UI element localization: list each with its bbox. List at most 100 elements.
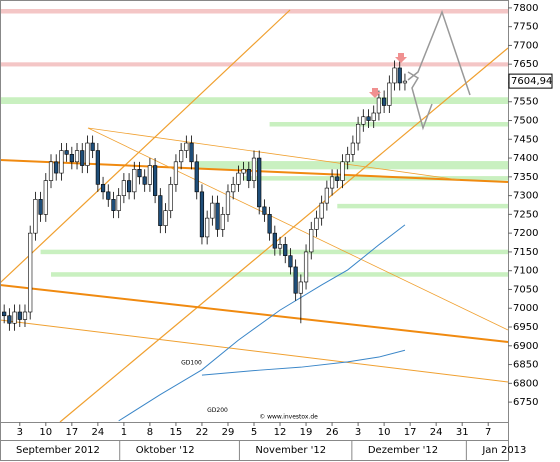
- candle-body: [199, 191, 205, 238]
- annotation: © www.investox.de: [259, 414, 318, 421]
- x-tick-label: 12: [274, 427, 287, 438]
- candle-body: [272, 232, 277, 249]
- candle-body: [106, 191, 111, 200]
- candle-body: [345, 154, 350, 163]
- candle-body: [95, 150, 100, 185]
- y-tick-label: 7050: [513, 284, 538, 295]
- trendline: [59, 47, 509, 423]
- candle-body: [43, 180, 48, 215]
- trendline: [0, 284, 509, 343]
- candle-body: [387, 82, 392, 106]
- candle-body: [309, 229, 314, 253]
- candle-body: [116, 195, 121, 211]
- candle-body: [184, 142, 189, 151]
- x-tick-label: 19: [300, 427, 313, 438]
- x-tick-label: 31: [456, 427, 469, 438]
- y-tick-label: 6850: [513, 360, 538, 371]
- candle-body: [262, 206, 267, 215]
- forecast-line: [407, 9, 471, 96]
- candle-body: [59, 150, 64, 174]
- y-tick-label: 7550: [513, 97, 538, 108]
- candle-body: [361, 116, 366, 125]
- candle-body: [355, 123, 361, 144]
- zone: [0, 9, 508, 14]
- candle-body: [74, 150, 80, 163]
- candle-body: [54, 161, 59, 174]
- x-tick-label: 3: [17, 427, 23, 438]
- forecast: [407, 9, 471, 131]
- candle-body: [194, 161, 199, 193]
- month-label: Jan 2013: [481, 445, 526, 456]
- candle-body: [153, 165, 158, 196]
- trendline: [0, 319, 509, 383]
- x-tick-label: 10: [378, 427, 391, 438]
- zone: [40, 249, 509, 255]
- x-tick-label: 26: [326, 427, 339, 438]
- last-price-label: 7604,94: [511, 76, 552, 87]
- candle-body: [335, 176, 340, 181]
- trendline: [87, 127, 461, 181]
- candle-body: [350, 142, 355, 155]
- candle-body: [329, 176, 335, 189]
- zone: [0, 97, 508, 104]
- candle-body: [38, 199, 43, 215]
- moving-average: [201, 349, 406, 376]
- y-tick-label: 7450: [513, 134, 538, 145]
- x-tick-label: 17: [404, 427, 417, 438]
- candle-body: [12, 311, 17, 324]
- candle-body: [158, 195, 163, 226]
- candle-body: [80, 150, 85, 166]
- y-tick-label: 7100: [513, 266, 538, 277]
- candle-body: [392, 67, 397, 84]
- candle-body: [257, 157, 262, 208]
- moving-average: [118, 224, 406, 422]
- y-tick-label: 7750: [513, 22, 538, 33]
- candle-body: [90, 142, 95, 151]
- candle-body: [241, 169, 246, 174]
- candle-body: [7, 315, 12, 324]
- zone: [337, 203, 508, 209]
- candle-body: [319, 202, 324, 219]
- y-tick-label: 7250: [513, 209, 538, 220]
- candle-body: [371, 112, 376, 121]
- candle-body: [402, 80, 408, 84]
- candle-body: [277, 244, 283, 249]
- candle-body: [215, 202, 220, 230]
- x-tick-label: 7: [485, 427, 491, 438]
- candle-body: [340, 161, 345, 181]
- annotation: GD100: [181, 360, 202, 367]
- y-tick-label: 6950: [513, 322, 538, 333]
- last-price-box: [508, 73, 553, 89]
- candle-body: [382, 97, 387, 106]
- candle-body: [111, 199, 116, 211]
- candle-body: [126, 180, 132, 193]
- candle-body: [132, 169, 137, 193]
- candle-body: [28, 232, 33, 313]
- x-tick-label: 1: [121, 427, 127, 438]
- candle-body: [283, 244, 288, 256]
- month-label: Oktober '12: [136, 445, 195, 456]
- candle-body: [189, 142, 194, 163]
- candle-body: [314, 217, 319, 230]
- y-tick-label: 7500: [513, 116, 538, 127]
- arrow: [369, 88, 381, 98]
- x-tick-label: 24: [430, 427, 443, 438]
- candle-body: [366, 116, 371, 121]
- candle-body: [163, 210, 168, 226]
- zone: [243, 176, 509, 181]
- y-tick-label: 7300: [513, 191, 538, 202]
- zone: [0, 62, 508, 67]
- candle-body: [179, 150, 184, 163]
- trendline: [87, 127, 509, 331]
- x-tick-label: 15: [170, 427, 183, 438]
- candle-body: [231, 184, 236, 193]
- candle-body: [2, 311, 7, 317]
- candle-body: [173, 161, 179, 185]
- x-tick-label: 29: [222, 427, 235, 438]
- x-tick-label: 10: [39, 427, 52, 438]
- candle-body: [246, 169, 251, 181]
- candle-body: [324, 187, 329, 204]
- candle-body: [142, 176, 147, 185]
- x-tick-label: 22: [196, 427, 209, 438]
